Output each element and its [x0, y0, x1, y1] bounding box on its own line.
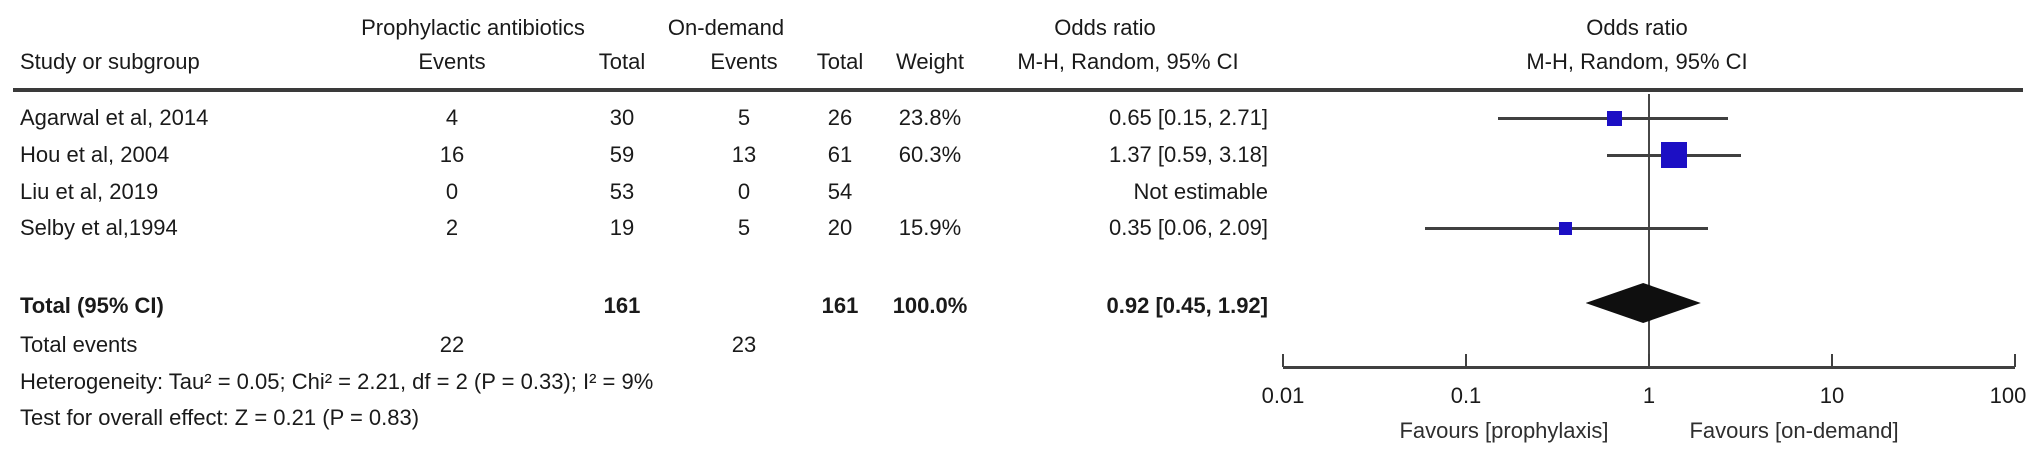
table-row-events1: 0 — [445, 179, 459, 204]
table-row-total2: 20 — [827, 215, 853, 240]
or-text-column-title: Odds ratio — [1054, 15, 1156, 40]
table-row-study: Liu et al, 2019 — [20, 179, 159, 204]
total-events-2: 23 — [731, 332, 757, 357]
table-row-total1: 53 — [609, 179, 635, 204]
column-header-total-1: Total — [598, 49, 646, 74]
column-header-weight: Weight — [895, 49, 965, 74]
table-row-weight: 15.9% — [898, 215, 962, 240]
favours-right-label: Favours [on-demand] — [1689, 418, 1899, 443]
total-row-or: 0.92 [0.45, 1.92] — [1106, 293, 1268, 318]
total-row-label: Total (95% CI) — [20, 293, 164, 318]
heterogeneity-stats: Heterogeneity: Tau² = 0.05; Chi² = 2.21,… — [20, 369, 654, 394]
column-header-study: Study or subgroup — [20, 49, 200, 74]
total-row-weight: 100.0% — [892, 293, 968, 318]
column-header-or-method: M-H, Random, 95% CI — [1017, 49, 1239, 74]
effect-square — [1661, 142, 1688, 168]
total-row-total-1: 161 — [603, 293, 641, 318]
x-axis-tick-label: 10 — [1819, 383, 1845, 408]
table-row-events1: 16 — [439, 142, 465, 167]
group-header-on-demand: On-demand — [667, 15, 785, 40]
total-events-1: 22 — [439, 332, 465, 357]
favours-left-label: Favours [prophylaxis] — [1399, 418, 1609, 443]
table-row-total2: 26 — [827, 105, 853, 130]
overall-effect-stats: Test for overall effect: Z = 0.21 (P = 0… — [20, 405, 420, 430]
table-row-events2: 5 — [737, 215, 751, 240]
table-row-total1: 30 — [609, 105, 635, 130]
total-events-label: Total events — [20, 332, 138, 357]
total-row-total-2: 161 — [821, 293, 859, 318]
x-axis-tick-label: 0.01 — [1261, 383, 1305, 408]
table-row-events2: 5 — [737, 105, 751, 130]
column-header-events-2: Events — [710, 49, 778, 74]
no-effect-line — [1648, 94, 1650, 368]
plot-header-or-method: M-H, Random, 95% CI — [1526, 49, 1748, 74]
table-row-weight: 60.3% — [898, 142, 962, 167]
x-axis-tick — [1282, 354, 1284, 367]
table-row-or_text: Not estimable — [1133, 179, 1268, 204]
x-axis-tick — [2014, 354, 2016, 367]
table-row-study: Selby et al,1994 — [20, 215, 178, 240]
x-axis-tick — [1831, 354, 1833, 367]
table-row-total1: 59 — [609, 142, 635, 167]
table-row-events2: 13 — [731, 142, 757, 167]
table-row-weight: 23.8% — [898, 105, 962, 130]
x-axis-tick — [1648, 354, 1650, 367]
table-row-total1: 19 — [609, 215, 635, 240]
table-row-total2: 61 — [827, 142, 853, 167]
x-axis-tick — [1465, 354, 1467, 367]
table-row-study: Hou et al, 2004 — [20, 142, 170, 167]
table-row-or_text: 1.37 [0.59, 3.18] — [1108, 142, 1268, 167]
column-header-total-2: Total — [816, 49, 864, 74]
or-plot-column-title: Odds ratio — [1586, 15, 1688, 40]
header-separator-line — [13, 88, 2023, 92]
effect-square — [1607, 110, 1623, 126]
x-axis-tick-label: 0.1 — [1450, 383, 1482, 408]
x-axis-tick-label: 1 — [1642, 383, 1656, 408]
table-row-events1: 2 — [445, 215, 459, 240]
table-row-study: Agarwal et al, 2014 — [20, 105, 209, 130]
effect-square — [1559, 221, 1573, 235]
total-diamond — [1585, 283, 1701, 323]
group-header-prophylactic: Prophylactic antibiotics — [361, 15, 585, 40]
table-row-or_text: 0.35 [0.06, 2.09] — [1108, 215, 1268, 240]
table-row-events1: 4 — [445, 105, 459, 130]
x-axis-line — [1283, 366, 2015, 369]
x-axis-tick-label: 100 — [1989, 383, 2027, 408]
table-row-events2: 0 — [737, 179, 751, 204]
table-row-or_text: 0.65 [0.15, 2.71] — [1108, 105, 1268, 130]
column-header-events-1: Events — [418, 49, 486, 74]
table-row-total2: 54 — [827, 179, 853, 204]
